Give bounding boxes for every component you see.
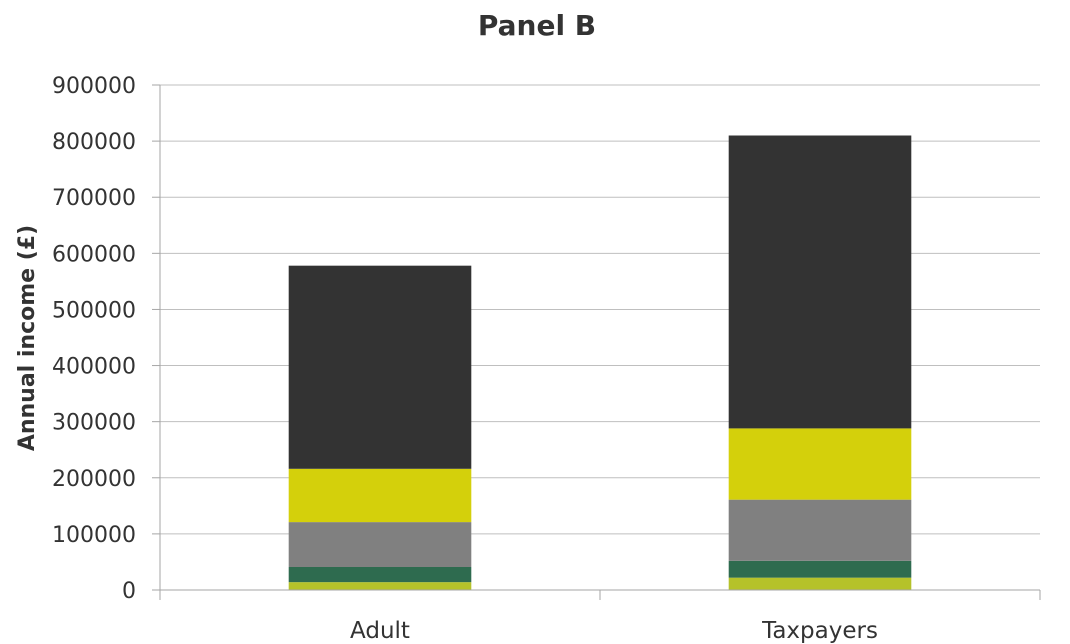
bar-segment [288, 566, 472, 583]
bar-segment [728, 560, 912, 578]
bar-segment [288, 265, 472, 469]
y-tick-label: 300000 [52, 411, 136, 436]
bar-segment [728, 135, 912, 429]
y-tick-label: 200000 [52, 467, 136, 492]
y-tick-labels: 0 100000 200000 300000 400000 500000 600000 700… [52, 74, 136, 604]
x-category-labels: Adult Taxpayers [350, 618, 878, 644]
chart-title: Panel B [478, 9, 596, 42]
bar-stack [288, 265, 472, 590]
y-tick-label: 500000 [52, 298, 136, 323]
bar-stacks [288, 135, 912, 590]
y-tick-label: 800000 [52, 130, 136, 155]
bar-segment [728, 577, 912, 590]
axes [152, 84, 1041, 600]
y-tick-label: 400000 [52, 355, 136, 380]
y-axis-label: Annual income (£) [15, 225, 40, 451]
x-category-label: Adult [350, 618, 410, 644]
bar-segment [728, 499, 912, 561]
y-tick-label: 0 [122, 579, 136, 604]
y-tick-label: 600000 [52, 242, 136, 267]
bar-segment [288, 522, 472, 567]
bar-segment [728, 428, 912, 500]
bar-stack [728, 135, 912, 590]
x-category-label: Taxpayers [761, 618, 878, 644]
y-tick-label: 100000 [52, 523, 136, 548]
y-tick-label: 700000 [52, 186, 136, 211]
bar-segment [288, 582, 472, 590]
bar-segment [288, 468, 472, 523]
y-tick-label: 900000 [52, 74, 136, 99]
